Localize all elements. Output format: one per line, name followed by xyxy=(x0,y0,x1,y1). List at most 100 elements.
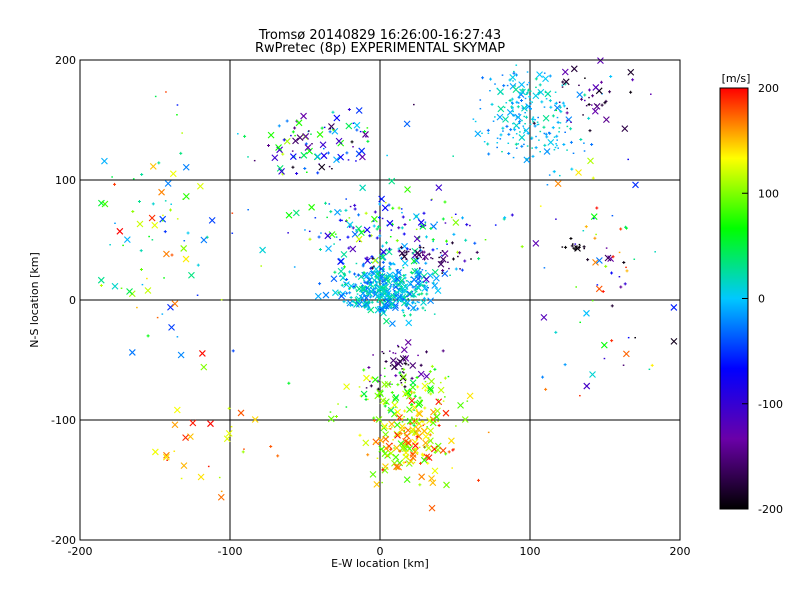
scatter-point xyxy=(450,241,454,245)
y-tick-label: 100 xyxy=(55,174,76,187)
scatter-point xyxy=(391,206,395,210)
scatter-point xyxy=(198,350,206,357)
scatter-point xyxy=(422,275,430,283)
scatter-point xyxy=(416,399,424,407)
scatter-point xyxy=(368,295,372,299)
scatter-point xyxy=(400,346,408,354)
scatter-point xyxy=(397,226,401,230)
scatter-point xyxy=(374,286,378,290)
scatter-point xyxy=(355,235,363,243)
scatter-point xyxy=(379,397,387,405)
scatter-point xyxy=(412,391,416,395)
scatter-point xyxy=(328,130,332,134)
scatter-point xyxy=(425,292,429,296)
x-tick-label: -200 xyxy=(68,545,93,558)
scatter-point xyxy=(408,439,412,443)
scatter-point xyxy=(404,362,408,366)
scatter-point xyxy=(458,251,462,255)
plot-area: -200 -100 0 100 200 200 100 0 -100 -200 xyxy=(51,54,690,558)
scatter-point xyxy=(514,142,518,146)
scatter-point xyxy=(302,132,310,140)
scatter-point xyxy=(376,285,380,289)
scatter-point xyxy=(357,229,365,237)
scatter-point xyxy=(398,449,402,453)
scatter-point xyxy=(319,141,327,149)
scatter-point xyxy=(139,249,143,253)
scatter-point xyxy=(401,259,409,267)
scatter-point xyxy=(334,208,341,216)
scatter-point xyxy=(291,165,295,169)
scatter-point xyxy=(563,363,567,367)
scatter-point xyxy=(555,134,559,138)
scatter-point xyxy=(464,238,468,242)
scatter-point xyxy=(162,453,170,461)
scatter-point xyxy=(390,305,394,309)
scatter-point xyxy=(365,256,369,260)
scatter-point xyxy=(428,370,432,374)
scatter-point xyxy=(163,250,170,258)
scatter-point xyxy=(574,244,581,252)
scatter-point xyxy=(381,450,389,458)
scatter-point xyxy=(416,410,424,418)
scatter-point xyxy=(627,68,635,76)
scatter-point xyxy=(532,92,540,100)
scatter-point xyxy=(532,239,540,247)
scatter-point xyxy=(282,138,286,142)
scatter-point xyxy=(381,422,389,430)
scatter-point xyxy=(402,437,409,445)
scatter-point xyxy=(171,300,179,308)
scatter-point xyxy=(378,234,382,238)
scatter-point xyxy=(367,290,371,294)
scatter-point xyxy=(351,299,355,303)
scatter-point xyxy=(544,132,548,136)
scatter-point xyxy=(413,417,421,425)
scatter-point xyxy=(401,215,405,219)
scatter-point xyxy=(420,456,428,464)
scatter-point xyxy=(420,250,424,254)
scatter-point xyxy=(318,163,326,171)
scatter-point xyxy=(387,408,391,412)
scatter-point xyxy=(518,120,522,124)
scatter-point xyxy=(503,216,507,220)
scatter-point xyxy=(415,251,423,259)
scatter-point xyxy=(393,291,397,295)
scatter-point xyxy=(197,473,205,481)
x-axis-label: E-W location [km] xyxy=(331,557,429,570)
scatter-point xyxy=(420,299,427,306)
scatter-point xyxy=(592,84,600,91)
scatter-point xyxy=(402,290,406,294)
scatter-point xyxy=(418,396,422,400)
scatter-point xyxy=(399,432,403,436)
scatter-point xyxy=(579,138,583,142)
scatter-point xyxy=(395,269,402,276)
scatter-point xyxy=(136,220,144,228)
scatter-point xyxy=(393,421,401,429)
scatter-point xyxy=(525,103,532,110)
scatter-point xyxy=(593,236,597,240)
scatter-point xyxy=(430,364,434,368)
scatter-point xyxy=(378,305,386,313)
scatter-point xyxy=(345,122,353,130)
scatter-point xyxy=(521,104,528,112)
colorbar-ticks: 200 100 0 -100 -200 xyxy=(742,82,783,516)
scatter-point xyxy=(422,433,430,440)
scatter-point xyxy=(339,274,347,282)
scatter-point xyxy=(177,351,185,359)
scatter-point xyxy=(283,137,291,145)
scatter-point xyxy=(323,201,327,205)
scatter-point xyxy=(395,463,403,471)
scatter-point xyxy=(374,392,382,400)
scatter-point xyxy=(554,180,562,188)
scatter-point xyxy=(335,137,343,145)
scatter-point xyxy=(361,264,365,268)
scatter-point xyxy=(378,273,386,280)
scatter-point xyxy=(584,225,588,229)
scatter-point xyxy=(588,129,592,133)
scatter-point xyxy=(403,222,407,226)
scatter-point xyxy=(431,248,435,252)
colorbar: [m/s] 200 100 0 -100 -200 xyxy=(719,72,783,516)
scatter-point xyxy=(360,390,368,398)
scatter-point xyxy=(182,163,190,171)
scatter-point xyxy=(428,433,432,437)
scatter-point xyxy=(383,317,390,325)
